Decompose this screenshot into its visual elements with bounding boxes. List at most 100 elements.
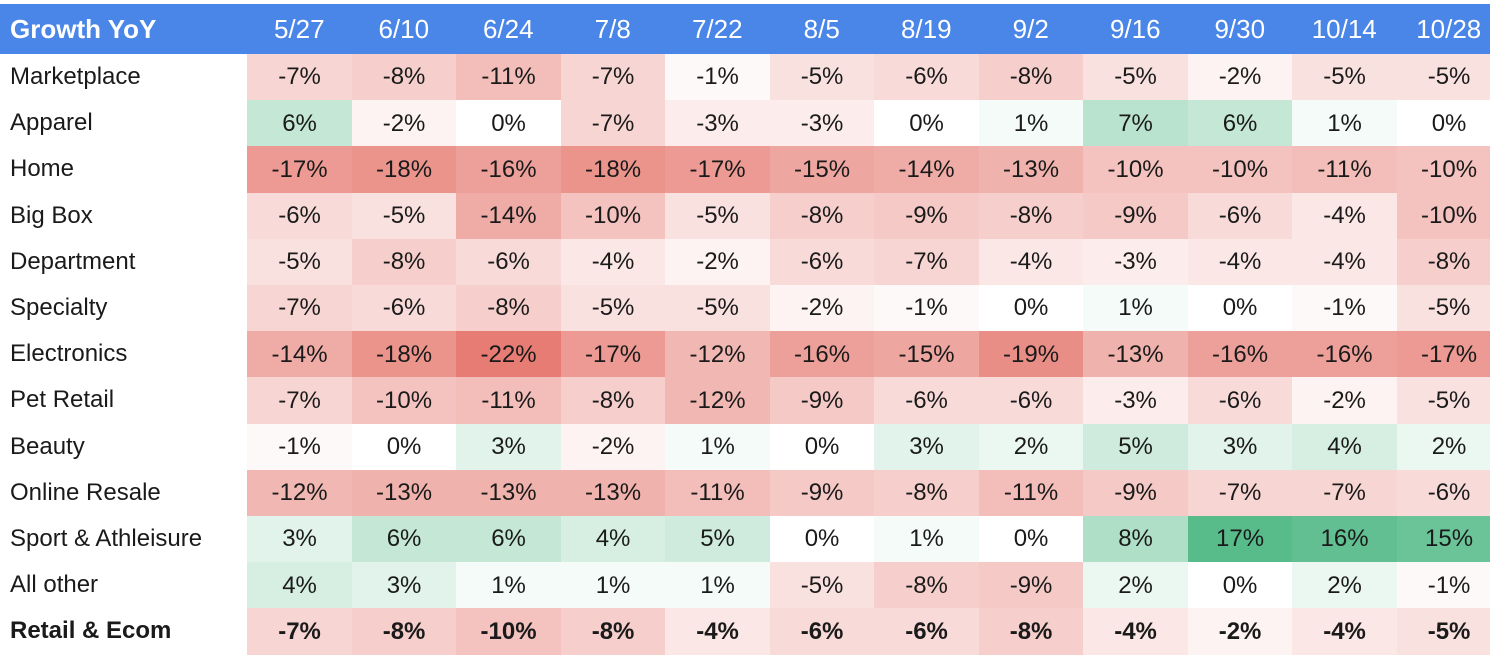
heatmap-cell: -22% — [456, 331, 561, 378]
heatmap-cell: 0% — [979, 285, 1084, 332]
heatmap-cell: -3% — [665, 100, 770, 147]
heatmap-cell: -8% — [770, 193, 875, 240]
heatmap-cell: -11% — [1292, 146, 1397, 193]
heatmap-cell: -7% — [247, 608, 352, 655]
heatmap-cell: -9% — [979, 562, 1084, 609]
heatmap-cell: -8% — [561, 377, 666, 424]
heatmap-cell: 0% — [1188, 562, 1293, 609]
heatmap-cell: -2% — [1292, 377, 1397, 424]
heatmap-cell: -7% — [1292, 470, 1397, 517]
heatmap-cell: -9% — [1083, 193, 1188, 240]
heatmap-cell: 15% — [1397, 516, 1490, 563]
heatmap-cell: -8% — [979, 54, 1084, 101]
heatmap-cell: -2% — [1188, 54, 1293, 101]
heatmap-cell: -6% — [1397, 470, 1490, 517]
heatmap-cell: 2% — [1292, 562, 1397, 609]
heatmap-cell: -16% — [1188, 331, 1293, 378]
heatmap-cell: 0% — [352, 424, 457, 471]
heatmap-cell: 0% — [1397, 100, 1490, 147]
heatmap-cell: -2% — [665, 239, 770, 286]
heatmap-cell: -4% — [1292, 239, 1397, 286]
heatmap-cell: -8% — [561, 608, 666, 655]
heatmap-cell: -8% — [979, 193, 1084, 240]
heatmap-cell: -6% — [770, 239, 875, 286]
heatmap-cell: -10% — [352, 377, 457, 424]
heatmap-cell: -15% — [770, 146, 875, 193]
column-header: 8/5 — [770, 4, 875, 54]
row-label: Beauty — [0, 424, 247, 470]
heatmap-cell: -5% — [1083, 54, 1188, 101]
heatmap-cell: -5% — [1397, 377, 1490, 424]
heatmap-cell: -10% — [456, 608, 561, 655]
heatmap-cell: -9% — [770, 470, 875, 517]
heatmap-cell: -1% — [1292, 285, 1397, 332]
heatmap-cell: -12% — [665, 377, 770, 424]
heatmap-cell: -8% — [1397, 239, 1490, 286]
heatmap-cell: -6% — [1188, 193, 1293, 240]
heatmap-cell: -6% — [979, 377, 1084, 424]
row-label: Apparel — [0, 100, 247, 146]
heatmap-cell: -8% — [352, 239, 457, 286]
heatmap-cell: -7% — [1188, 470, 1293, 517]
heatmap-cell: -6% — [874, 608, 979, 655]
heatmap-cell: -10% — [1397, 193, 1490, 240]
column-header: 6/10 — [352, 4, 457, 54]
heatmap-cell: -12% — [247, 470, 352, 517]
heatmap-cell: -7% — [247, 377, 352, 424]
heatmap-cell: -7% — [561, 100, 666, 147]
heatmap-cell: -8% — [352, 54, 457, 101]
heatmap-cell: -17% — [247, 146, 352, 193]
heatmap-cell: -5% — [1397, 54, 1490, 101]
heatmap-cell: -4% — [979, 239, 1084, 286]
heatmap-cell: -13% — [1083, 331, 1188, 378]
heatmap-cell: 1% — [456, 562, 561, 609]
heatmap-cell: 0% — [874, 100, 979, 147]
heatmap-cell: -5% — [770, 54, 875, 101]
heatmap-cell: -6% — [456, 239, 561, 286]
heatmap-cell: 4% — [247, 562, 352, 609]
heatmap-cell: -1% — [665, 54, 770, 101]
heatmap-cell: -7% — [874, 239, 979, 286]
heatmap-cell: -4% — [1292, 608, 1397, 655]
heatmap-cell: -4% — [1188, 239, 1293, 286]
heatmap-cell: 16% — [1292, 516, 1397, 563]
heatmap-cell: 0% — [979, 516, 1084, 563]
row-label: Marketplace — [0, 54, 247, 100]
heatmap-cell: 6% — [247, 100, 352, 147]
heatmap-cell: -5% — [247, 239, 352, 286]
heatmap-cell: -3% — [1083, 239, 1188, 286]
heatmap-cell: -8% — [874, 562, 979, 609]
heatmap-cell: 0% — [770, 516, 875, 563]
heatmap-cell: -14% — [874, 146, 979, 193]
heatmap-cell: -14% — [247, 331, 352, 378]
heatmap-cell: 5% — [1083, 424, 1188, 471]
heatmap-cell: 17% — [1188, 516, 1293, 563]
heatmap-cell: -1% — [1397, 562, 1490, 609]
heatmap-cell: 1% — [1083, 285, 1188, 332]
heatmap-cell: 2% — [1397, 424, 1490, 471]
heatmap-cell: 3% — [352, 562, 457, 609]
column-header: 10/28 — [1397, 4, 1490, 54]
row-label: Retail & Ecom — [0, 608, 247, 654]
heatmap-cell: -13% — [456, 470, 561, 517]
heatmap-cell: 1% — [561, 562, 666, 609]
heatmap-cell: -6% — [352, 285, 457, 332]
heatmap-cell: -5% — [352, 193, 457, 240]
heatmap-cell: 4% — [1292, 424, 1397, 471]
row-label: Pet Retail — [0, 377, 247, 423]
heatmap-cell: -8% — [979, 608, 1084, 655]
table-title: Growth YoY — [0, 4, 247, 54]
heatmap-cell: -18% — [352, 331, 457, 378]
heatmap-cell: -3% — [770, 100, 875, 147]
row-label: Electronics — [0, 331, 247, 377]
heatmap-cell: -9% — [1083, 470, 1188, 517]
heatmap-cell: -4% — [665, 608, 770, 655]
heatmap-cell: 1% — [874, 516, 979, 563]
column-header: 6/24 — [456, 4, 561, 54]
heatmap-cell: 0% — [1188, 285, 1293, 332]
heatmap-cell: -3% — [1083, 377, 1188, 424]
heatmap-cell: -4% — [561, 239, 666, 286]
heatmap-cell: 5% — [665, 516, 770, 563]
heatmap-cell: 4% — [561, 516, 666, 563]
heatmap-cell: -13% — [561, 470, 666, 517]
